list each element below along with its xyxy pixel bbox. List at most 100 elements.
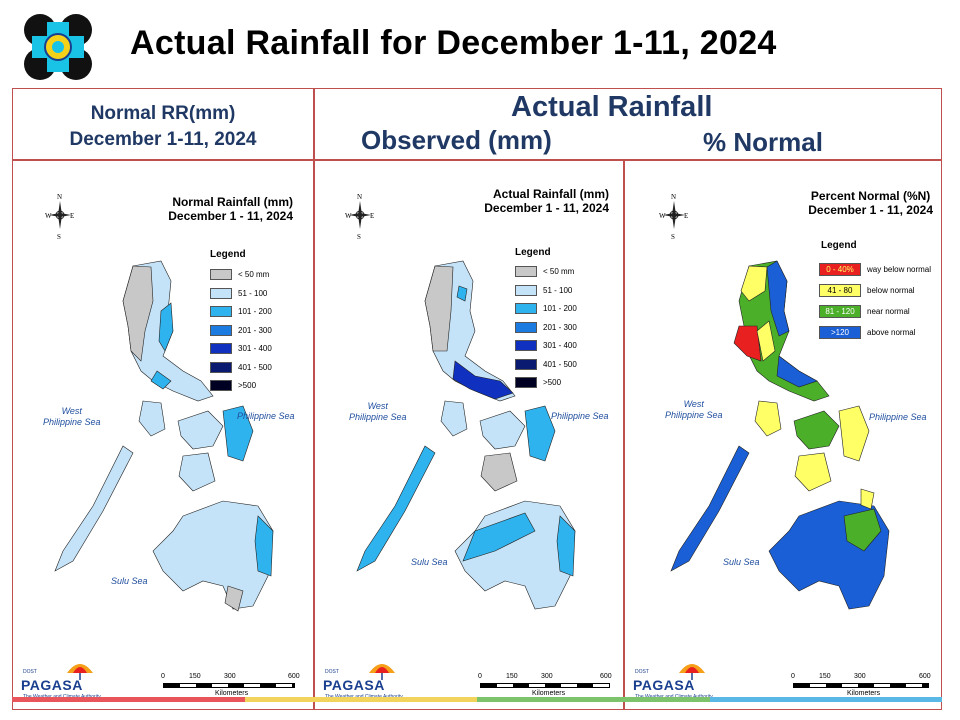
legend-swatch (210, 343, 232, 354)
footer-color-bar (12, 697, 942, 702)
svg-text:N: N (671, 193, 676, 201)
actual-rainfall-panel: Actual Rainfall (mm) December 1 - 11, 20… (314, 160, 624, 710)
scale-bar: 0 150 300 600 Kilometers (478, 673, 612, 697)
pct-legend-item: >120 above normal (819, 326, 915, 339)
legend-label: < 50 mm (543, 267, 575, 276)
normal-header-box: Normal RR(mm) December 1-11, 2024 (12, 88, 314, 160)
sulu-sea-label: Sulu Sea (111, 576, 148, 586)
legend-title: Legend (515, 247, 551, 258)
svg-text:E: E (70, 212, 74, 220)
legend-item: 301 - 400 (210, 343, 272, 354)
normal-map-title-line1: Normal Rainfall (mm) (172, 195, 293, 209)
legend-swatch (210, 287, 232, 299)
legend-item: >500 (515, 377, 561, 388)
legend-item: 51 - 100 (515, 284, 572, 296)
umbrella-icon (369, 664, 395, 680)
legend-item: 201 - 300 (210, 324, 272, 336)
west-philippine-sea-label: West Philippine Sea (665, 399, 723, 420)
svg-text:S: S (671, 233, 675, 241)
umbrella-icon (67, 664, 93, 680)
legend-swatch (210, 306, 232, 317)
page-title: Actual Rainfall for December 1-11, 2024 (130, 24, 777, 62)
west-philippine-sea-label: West Philippine Sea (43, 406, 101, 427)
percent-normal-map (670, 260, 890, 610)
legend-label: 201 - 300 (238, 325, 272, 335)
legend-item: 201 - 300 (515, 321, 577, 333)
legend-swatch (515, 340, 537, 351)
legend-item: < 50 mm (210, 269, 269, 280)
legend-title: Legend (821, 240, 857, 251)
legend-swatch (515, 284, 537, 296)
legend-swatch (210, 269, 232, 280)
rain-legend-normal: < 50 mm 51 - 100 101 - 200 201 - 300 301 - 4… (210, 269, 300, 399)
svg-text:S: S (57, 233, 61, 241)
legend-item: 101 - 200 (515, 303, 577, 314)
actual-map-title: Actual Rainfall (mm) December 1 - 11, 20… (484, 187, 609, 215)
svg-text:W: W (345, 212, 352, 220)
legend-swatch (515, 303, 537, 314)
dost-logo (22, 12, 94, 82)
normal-header-text: Normal RR(mm) December 1-11, 2024 (13, 101, 313, 153)
svg-text:N: N (357, 193, 362, 201)
actual-rainfall-map (356, 260, 576, 610)
pct-legend-item: 41 - 80 below normal (819, 284, 915, 297)
legend-label: 401 - 500 (543, 359, 577, 369)
normal-map-title-line2: December 1 - 11, 2024 (168, 209, 293, 223)
normal-rainfall-panel: Normal Rainfall (mm) December 1 - 11, 20… (12, 160, 314, 710)
percent-map-title-line2: December 1 - 11, 2024 (808, 203, 933, 217)
pct-legend-label: above normal (867, 328, 916, 337)
normal-header-line1: Normal RR(mm) (90, 103, 236, 124)
legend-swatch (210, 324, 232, 336)
pct-legend-item: 81 - 120 near normal (819, 305, 910, 318)
scale-bar: 0 150 300 600 Kilometers (161, 673, 300, 697)
pct-legend-swatch: 0 - 40% (819, 263, 861, 276)
legend-label: 301 - 400 (543, 341, 577, 350)
sulu-sea-label: Sulu Sea (411, 557, 448, 567)
legend-label: >500 (543, 378, 562, 387)
legend-item: 401 - 500 (515, 358, 577, 370)
umbrella-icon (679, 664, 705, 680)
west-philippine-sea-label: West Philippine Sea (349, 401, 407, 422)
pct-legend-swatch: 81 - 120 (819, 305, 861, 318)
actual-header-box: Actual Rainfall Observed (mm) % Normal (314, 88, 942, 160)
legend-label: 101 - 200 (543, 304, 577, 313)
svg-text:W: W (45, 212, 52, 220)
legend-label: 51 - 100 (238, 288, 268, 298)
pct-legend-label: below normal (867, 286, 915, 295)
philippine-sea-label: Philippine Sea (551, 411, 609, 421)
philippine-sea-label: Philippine Sea (869, 412, 927, 422)
legend-label: 101 - 200 (238, 307, 272, 316)
percent-map-title-line1: Percent Normal (%N) (810, 189, 931, 203)
svg-text:S: S (357, 233, 361, 241)
svg-text:W: W (659, 212, 666, 220)
legend-swatch (210, 361, 232, 373)
legend-label: 301 - 400 (238, 344, 272, 353)
sulu-sea-label: Sulu Sea (723, 557, 760, 567)
legend-item: 51 - 100 (210, 287, 268, 299)
legend-label: < 50 mm (238, 270, 270, 279)
legend-item: 301 - 400 (515, 340, 577, 351)
pct-legend-label: way below normal (867, 265, 932, 274)
percent-map-title: Percent Normal (%N) December 1 - 11, 202… (808, 189, 933, 217)
legend-label: 401 - 500 (238, 362, 272, 372)
pct-legend-item: 0 - 40% way below normal (819, 263, 931, 276)
svg-text:E: E (684, 212, 688, 220)
percent-normal-heading: % Normal (703, 127, 823, 157)
legend-title: Legend (210, 249, 246, 260)
legend-item: 101 - 200 (210, 306, 272, 317)
legend-swatch (515, 321, 537, 333)
legend-item: >500 (210, 380, 256, 391)
compass-rose-icon: N W E S (45, 191, 75, 246)
compass-rose-icon: N W E S (659, 191, 689, 246)
legend-item: 401 - 500 (210, 361, 272, 373)
legend-label: 201 - 300 (543, 322, 577, 332)
philippine-sea-label: Philippine Sea (237, 411, 295, 421)
legend-swatch (515, 358, 537, 370)
actual-map-title-line1: Actual Rainfall (mm) (492, 187, 609, 201)
legend-swatch (515, 377, 537, 388)
compass-n: N (57, 193, 62, 201)
rain-legend-actual: < 50 mm 51 - 100 101 - 200 201 - 300 301 - 4… (515, 266, 605, 396)
percent-normal-panel: Percent Normal (%N) December 1 - 11, 202… (624, 160, 942, 710)
scale-bar: 0 150 300 600 Kilometers (791, 673, 931, 697)
normal-map-title: Normal Rainfall (mm) December 1 - 11, 20… (168, 195, 293, 223)
